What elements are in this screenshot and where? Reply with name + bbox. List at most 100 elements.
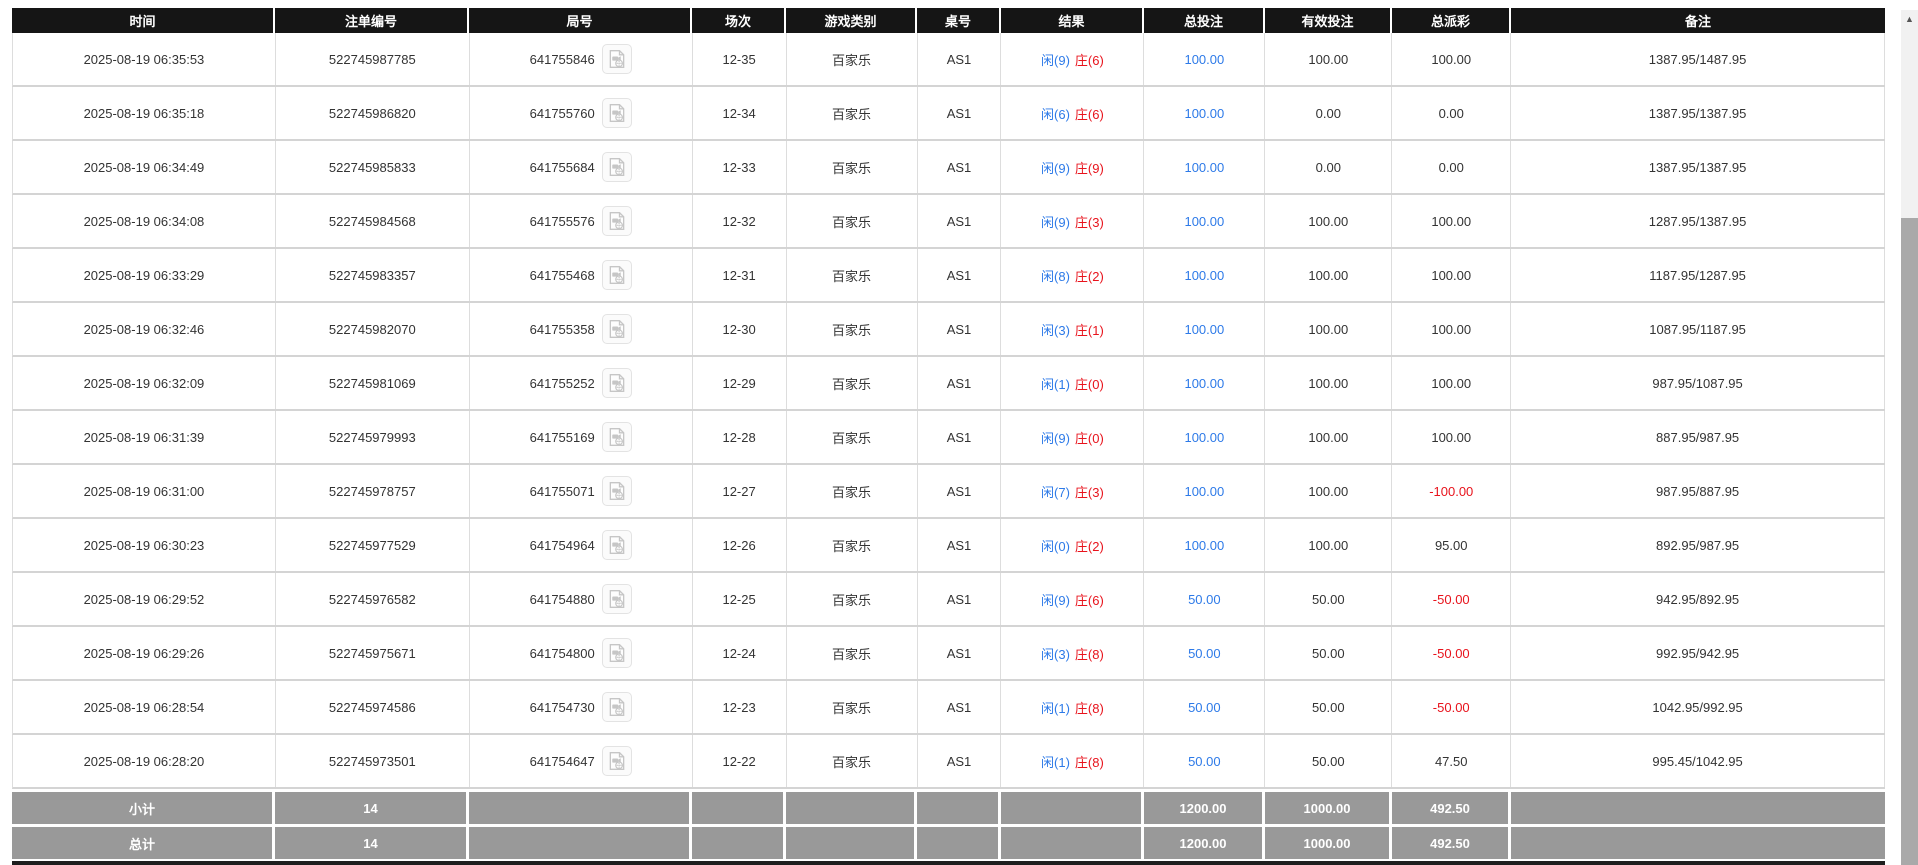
video-replay-button[interactable]	[601, 746, 632, 776]
video-replay-button[interactable]	[601, 692, 632, 722]
round-number: 641755846	[529, 51, 595, 67]
cell-table-no: AS1	[918, 627, 1002, 679]
player-result: 闲(9)	[1041, 214, 1070, 230]
cell-total-bet: 100.00	[1144, 303, 1266, 355]
total-bet-link[interactable]: 50.00	[1188, 753, 1221, 769]
total-bet-link[interactable]: 100.00	[1184, 267, 1225, 283]
cell-remark: 987.95/1087.95	[1511, 357, 1885, 409]
player-result: 闲(9)	[1041, 160, 1070, 176]
cell-valid-bet: 50.00	[1265, 573, 1393, 625]
video-replay-button[interactable]	[601, 476, 632, 506]
cell-remark: 1042.95/992.95	[1511, 681, 1885, 733]
video-replay-button[interactable]	[601, 44, 632, 74]
video-replay-button[interactable]	[601, 260, 632, 290]
cell-bet-no: 522745977529	[276, 519, 470, 571]
player-result: 闲(8)	[1041, 268, 1070, 284]
cell-bet-no: 522745978757	[276, 465, 470, 517]
cell-bet-no: 522745981069	[276, 357, 470, 409]
total-bet-link[interactable]: 100.00	[1184, 537, 1225, 553]
cell-time: 2025-08-19 06:35:53	[13, 33, 276, 85]
total-bet-link[interactable]: 100.00	[1184, 429, 1225, 445]
payout-value: 100.00	[1431, 375, 1472, 391]
cell-round-no: 641755576	[470, 195, 693, 247]
video-replay-button[interactable]	[601, 530, 632, 560]
cell-time: 2025-08-19 06:32:09	[13, 357, 276, 409]
video-replay-button[interactable]	[601, 368, 632, 398]
table-body: 2025-08-19 06:35:53 522745987785 641755846…	[12, 33, 1885, 789]
cell-bet-no: 522745983357	[276, 249, 470, 301]
cell-bet-no: 522745976582	[276, 573, 470, 625]
player-result: 闲(3)	[1041, 646, 1070, 662]
cell-payout: 100.00	[1392, 195, 1512, 247]
cell-table-no: AS1	[918, 357, 1002, 409]
cell-payout: 0.00	[1392, 141, 1512, 193]
vertical-scrollbar[interactable]: ▲	[1901, 10, 1918, 865]
table-row: 2025-08-19 06:29:52 522745976582 641754880…	[12, 573, 1885, 627]
payout-value: -50.00	[1432, 699, 1470, 715]
player-result: 闲(9)	[1041, 430, 1070, 446]
total-bet-link[interactable]: 50.00	[1188, 591, 1221, 607]
cell-total-bet: 100.00	[1144, 141, 1266, 193]
player-result: 闲(6)	[1041, 106, 1070, 122]
total-bet-link[interactable]: 100.00	[1184, 51, 1225, 67]
cell-bet-no: 522745982070	[276, 303, 470, 355]
cell-bet-no: 522745975671	[276, 627, 470, 679]
video-icon	[607, 157, 627, 177]
column-header-result: 结果	[1001, 8, 1144, 33]
total-bet-link[interactable]: 50.00	[1188, 699, 1221, 715]
footer-cell-round-no	[469, 792, 692, 824]
round-number: 641755071	[529, 483, 595, 499]
cell-game-type: 百家乐	[787, 195, 918, 247]
payout-value: 0.00	[1438, 105, 1464, 121]
total-bet-link[interactable]: 100.00	[1184, 213, 1225, 229]
table-header-row: 时间 注单编号 局号 场次 游戏类别 桌号 结果 总投注 有效投注 总派彩 备注	[12, 8, 1885, 33]
cell-time: 2025-08-19 06:28:20	[13, 735, 276, 787]
cell-table-no: AS1	[918, 681, 1002, 733]
total-bet-link[interactable]: 50.00	[1188, 645, 1221, 661]
footer-cell-valid-bet: 1000.00	[1265, 827, 1392, 859]
footer-cell-result	[1001, 827, 1144, 859]
video-replay-button[interactable]	[601, 422, 632, 452]
cell-payout: 47.50	[1392, 735, 1512, 787]
scrollbar-thumb[interactable]	[1901, 218, 1918, 865]
total-bet-link[interactable]: 100.00	[1184, 159, 1225, 175]
total-bet-link[interactable]: 100.00	[1184, 321, 1225, 337]
banker-result: 庄(3)	[1074, 214, 1104, 230]
video-replay-button[interactable]	[601, 152, 632, 182]
cell-remark: 992.95/942.95	[1511, 627, 1885, 679]
column-header-bet-no: 注单编号	[275, 8, 469, 33]
cell-session: 12-28	[693, 411, 787, 463]
cell-time: 2025-08-19 06:31:39	[13, 411, 276, 463]
video-icon	[607, 427, 627, 447]
total-bet-link[interactable]: 100.00	[1184, 375, 1225, 391]
video-replay-button[interactable]	[601, 98, 632, 128]
cell-payout: 0.00	[1392, 87, 1512, 139]
table-row: 2025-08-19 06:33:29 522745983357 641755468…	[12, 249, 1885, 303]
cell-valid-bet: 50.00	[1265, 735, 1393, 787]
video-replay-button[interactable]	[601, 314, 632, 344]
cell-bet-no: 522745984568	[276, 195, 470, 247]
table-row: 2025-08-19 06:34:49 522745985833 641755684…	[12, 141, 1885, 195]
payout-value: -100.00	[1429, 483, 1474, 499]
cell-total-bet: 100.00	[1144, 195, 1266, 247]
cell-round-no: 641755760	[470, 87, 693, 139]
scroll-up-button[interactable]: ▲	[1905, 13, 1914, 24]
cell-bet-no: 522745979993	[276, 411, 470, 463]
video-replay-button[interactable]	[601, 638, 632, 668]
video-replay-button[interactable]	[601, 584, 632, 614]
total-bet-link[interactable]: 100.00	[1184, 483, 1225, 499]
total-bet-link[interactable]: 100.00	[1184, 105, 1225, 121]
cell-payout: -100.00	[1392, 465, 1512, 517]
cell-result: 闲(7) 庄(3)	[1001, 465, 1145, 517]
column-header-round-no: 局号	[469, 8, 692, 33]
cell-game-type: 百家乐	[787, 141, 918, 193]
video-replay-button[interactable]	[601, 206, 632, 236]
cell-session: 12-25	[693, 573, 787, 625]
banker-result: 庄(1)	[1074, 322, 1104, 338]
round-number: 641754964	[529, 537, 595, 553]
cell-session: 12-30	[693, 303, 787, 355]
column-header-table-no: 桌号	[917, 8, 1001, 33]
banker-result: 庄(6)	[1074, 592, 1104, 608]
table-row: 2025-08-19 06:28:20 522745973501 641754647…	[12, 735, 1885, 789]
cell-valid-bet: 50.00	[1265, 681, 1393, 733]
